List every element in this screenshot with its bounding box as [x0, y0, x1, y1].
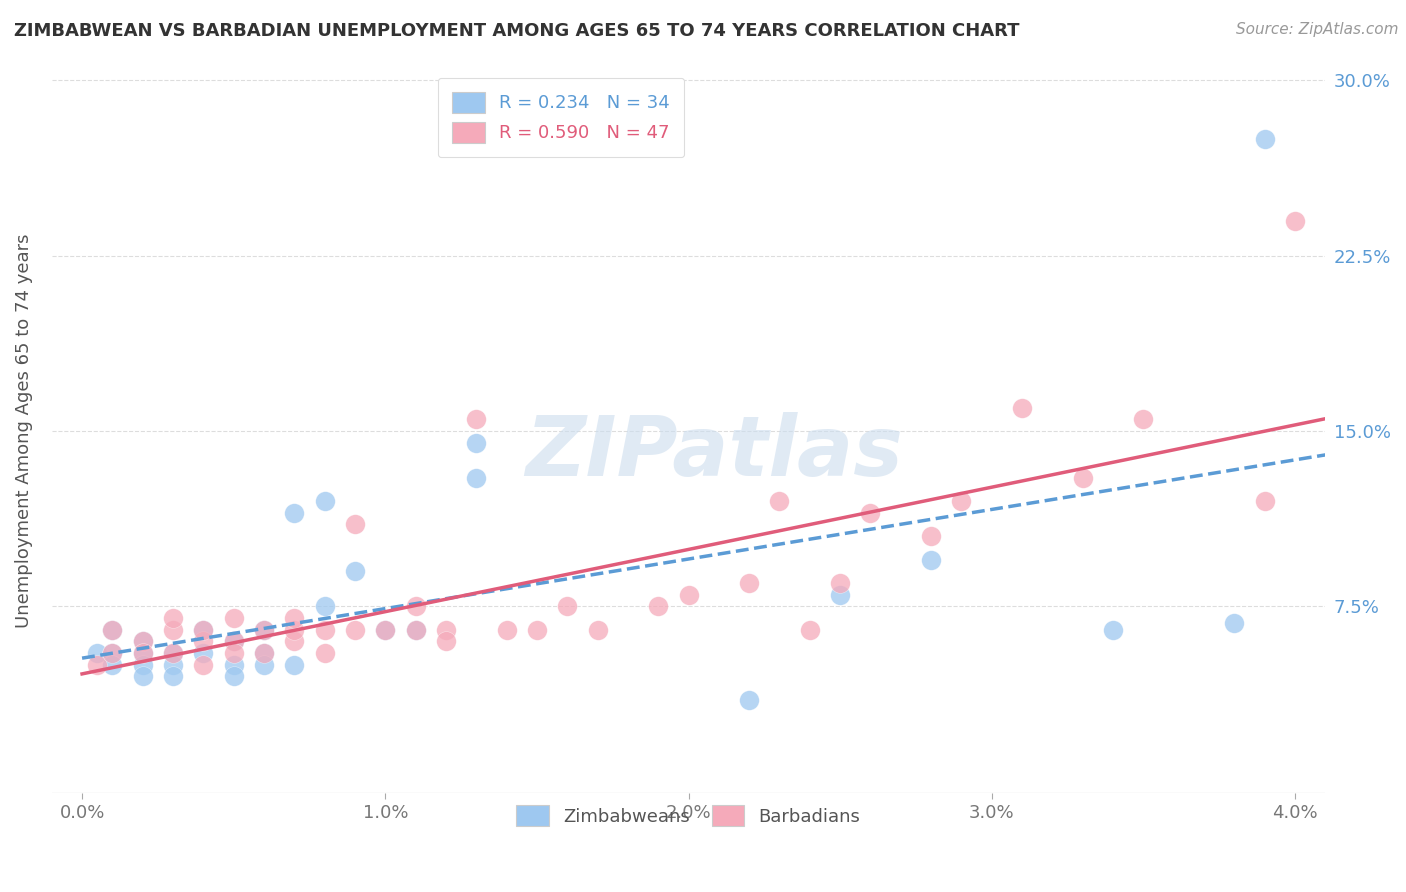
Point	[405, 623, 427, 637]
Point	[343, 517, 366, 532]
Legend: Zimbabweans, Barbadians: Zimbabweans, Barbadians	[508, 797, 870, 835]
Point	[101, 646, 124, 660]
Point	[101, 623, 124, 637]
Point	[132, 646, 155, 660]
Point	[86, 646, 108, 660]
Point	[830, 575, 852, 590]
Point	[647, 599, 669, 614]
Point	[162, 669, 184, 683]
Point	[465, 471, 488, 485]
Point	[222, 646, 245, 660]
Point	[314, 646, 336, 660]
Point	[738, 693, 761, 707]
Point	[193, 634, 215, 648]
Point	[1102, 623, 1125, 637]
Point	[1071, 471, 1094, 485]
Point	[193, 623, 215, 637]
Point	[193, 623, 215, 637]
Point	[950, 494, 973, 508]
Point	[283, 657, 305, 672]
Point	[162, 611, 184, 625]
Point	[314, 623, 336, 637]
Point	[920, 529, 942, 543]
Point	[222, 634, 245, 648]
Point	[314, 599, 336, 614]
Point	[799, 623, 821, 637]
Point	[405, 599, 427, 614]
Point	[768, 494, 790, 508]
Point	[1011, 401, 1033, 415]
Point	[86, 657, 108, 672]
Point	[830, 588, 852, 602]
Point	[465, 412, 488, 426]
Point	[434, 623, 457, 637]
Point	[1284, 213, 1306, 227]
Point	[495, 623, 517, 637]
Point	[253, 657, 276, 672]
Point	[132, 657, 155, 672]
Point	[283, 634, 305, 648]
Point	[283, 506, 305, 520]
Point	[162, 646, 184, 660]
Point	[222, 657, 245, 672]
Y-axis label: Unemployment Among Ages 65 to 74 years: Unemployment Among Ages 65 to 74 years	[15, 234, 32, 628]
Point	[193, 657, 215, 672]
Point	[283, 611, 305, 625]
Point	[132, 669, 155, 683]
Point	[132, 646, 155, 660]
Point	[222, 611, 245, 625]
Point	[343, 623, 366, 637]
Point	[434, 634, 457, 648]
Point	[101, 646, 124, 660]
Point	[283, 623, 305, 637]
Point	[162, 646, 184, 660]
Point	[253, 646, 276, 660]
Point	[1132, 412, 1154, 426]
Point	[222, 634, 245, 648]
Point	[222, 669, 245, 683]
Text: Source: ZipAtlas.com: Source: ZipAtlas.com	[1236, 22, 1399, 37]
Point	[132, 634, 155, 648]
Point	[374, 623, 396, 637]
Point	[555, 599, 578, 614]
Point	[920, 552, 942, 566]
Point	[374, 623, 396, 637]
Point	[253, 623, 276, 637]
Point	[859, 506, 882, 520]
Text: ZIMBABWEAN VS BARBADIAN UNEMPLOYMENT AMONG AGES 65 TO 74 YEARS CORRELATION CHART: ZIMBABWEAN VS BARBADIAN UNEMPLOYMENT AMO…	[14, 22, 1019, 40]
Point	[253, 646, 276, 660]
Point	[405, 623, 427, 637]
Text: ZIPatlas: ZIPatlas	[524, 412, 903, 493]
Point	[101, 623, 124, 637]
Point	[101, 657, 124, 672]
Point	[314, 494, 336, 508]
Point	[343, 564, 366, 578]
Point	[1253, 494, 1275, 508]
Point	[586, 623, 609, 637]
Point	[1223, 615, 1246, 630]
Point	[738, 575, 761, 590]
Point	[1253, 131, 1275, 145]
Point	[162, 657, 184, 672]
Point	[162, 623, 184, 637]
Point	[193, 646, 215, 660]
Point	[678, 588, 700, 602]
Point	[253, 623, 276, 637]
Point	[526, 623, 548, 637]
Point	[465, 435, 488, 450]
Point	[132, 634, 155, 648]
